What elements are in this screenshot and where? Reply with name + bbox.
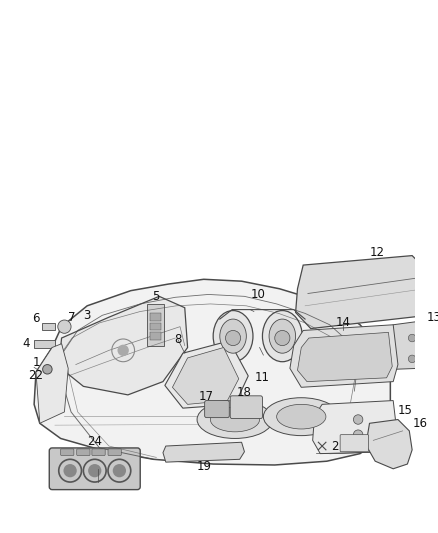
Text: 10: 10 xyxy=(250,288,265,301)
Ellipse shape xyxy=(263,398,339,435)
Text: 15: 15 xyxy=(398,403,413,416)
Circle shape xyxy=(58,320,71,333)
FancyBboxPatch shape xyxy=(340,435,368,452)
Ellipse shape xyxy=(213,311,253,362)
Text: 14: 14 xyxy=(336,317,350,329)
Text: 5: 5 xyxy=(152,290,159,303)
Circle shape xyxy=(64,464,77,478)
Polygon shape xyxy=(296,256,428,328)
Ellipse shape xyxy=(220,319,246,353)
Polygon shape xyxy=(150,333,161,340)
Text: 11: 11 xyxy=(255,372,270,384)
Polygon shape xyxy=(165,341,248,408)
Ellipse shape xyxy=(269,319,296,353)
Circle shape xyxy=(88,464,101,478)
Circle shape xyxy=(353,430,363,439)
Polygon shape xyxy=(34,340,55,348)
Circle shape xyxy=(408,334,416,342)
Text: 2: 2 xyxy=(332,440,339,453)
Text: 3: 3 xyxy=(84,309,91,322)
Text: 16: 16 xyxy=(413,417,428,430)
Ellipse shape xyxy=(197,401,273,439)
Text: 7: 7 xyxy=(68,311,76,324)
Text: 17: 17 xyxy=(199,390,214,403)
FancyBboxPatch shape xyxy=(77,449,90,456)
Ellipse shape xyxy=(210,407,260,432)
Text: 12: 12 xyxy=(370,246,385,259)
Polygon shape xyxy=(367,419,412,469)
Text: 22: 22 xyxy=(28,369,43,383)
Polygon shape xyxy=(173,348,239,405)
Text: 13: 13 xyxy=(426,311,438,324)
Polygon shape xyxy=(297,333,392,382)
Polygon shape xyxy=(322,405,390,454)
Ellipse shape xyxy=(277,405,326,429)
Polygon shape xyxy=(36,344,68,423)
FancyBboxPatch shape xyxy=(49,448,140,490)
FancyBboxPatch shape xyxy=(92,449,105,456)
Text: 6: 6 xyxy=(32,312,40,325)
Circle shape xyxy=(408,355,416,362)
Polygon shape xyxy=(290,325,398,387)
Circle shape xyxy=(353,415,363,424)
Polygon shape xyxy=(147,304,164,345)
Circle shape xyxy=(113,464,126,478)
Polygon shape xyxy=(163,442,244,462)
Text: 8: 8 xyxy=(174,334,182,346)
Polygon shape xyxy=(42,323,55,330)
FancyBboxPatch shape xyxy=(60,449,74,456)
Circle shape xyxy=(226,330,240,345)
FancyBboxPatch shape xyxy=(108,449,121,456)
Polygon shape xyxy=(59,296,187,395)
Polygon shape xyxy=(383,321,432,369)
Circle shape xyxy=(275,330,290,345)
Text: 4: 4 xyxy=(23,337,30,350)
FancyBboxPatch shape xyxy=(205,401,229,418)
Polygon shape xyxy=(150,313,161,321)
Ellipse shape xyxy=(262,311,302,362)
FancyBboxPatch shape xyxy=(230,396,262,418)
Text: 18: 18 xyxy=(237,386,252,400)
Polygon shape xyxy=(34,279,390,465)
Text: 19: 19 xyxy=(196,461,211,473)
Circle shape xyxy=(117,345,129,356)
Text: 24: 24 xyxy=(87,435,102,448)
Polygon shape xyxy=(150,323,161,330)
Circle shape xyxy=(42,365,52,374)
Polygon shape xyxy=(313,401,398,454)
Text: 1: 1 xyxy=(32,356,40,369)
